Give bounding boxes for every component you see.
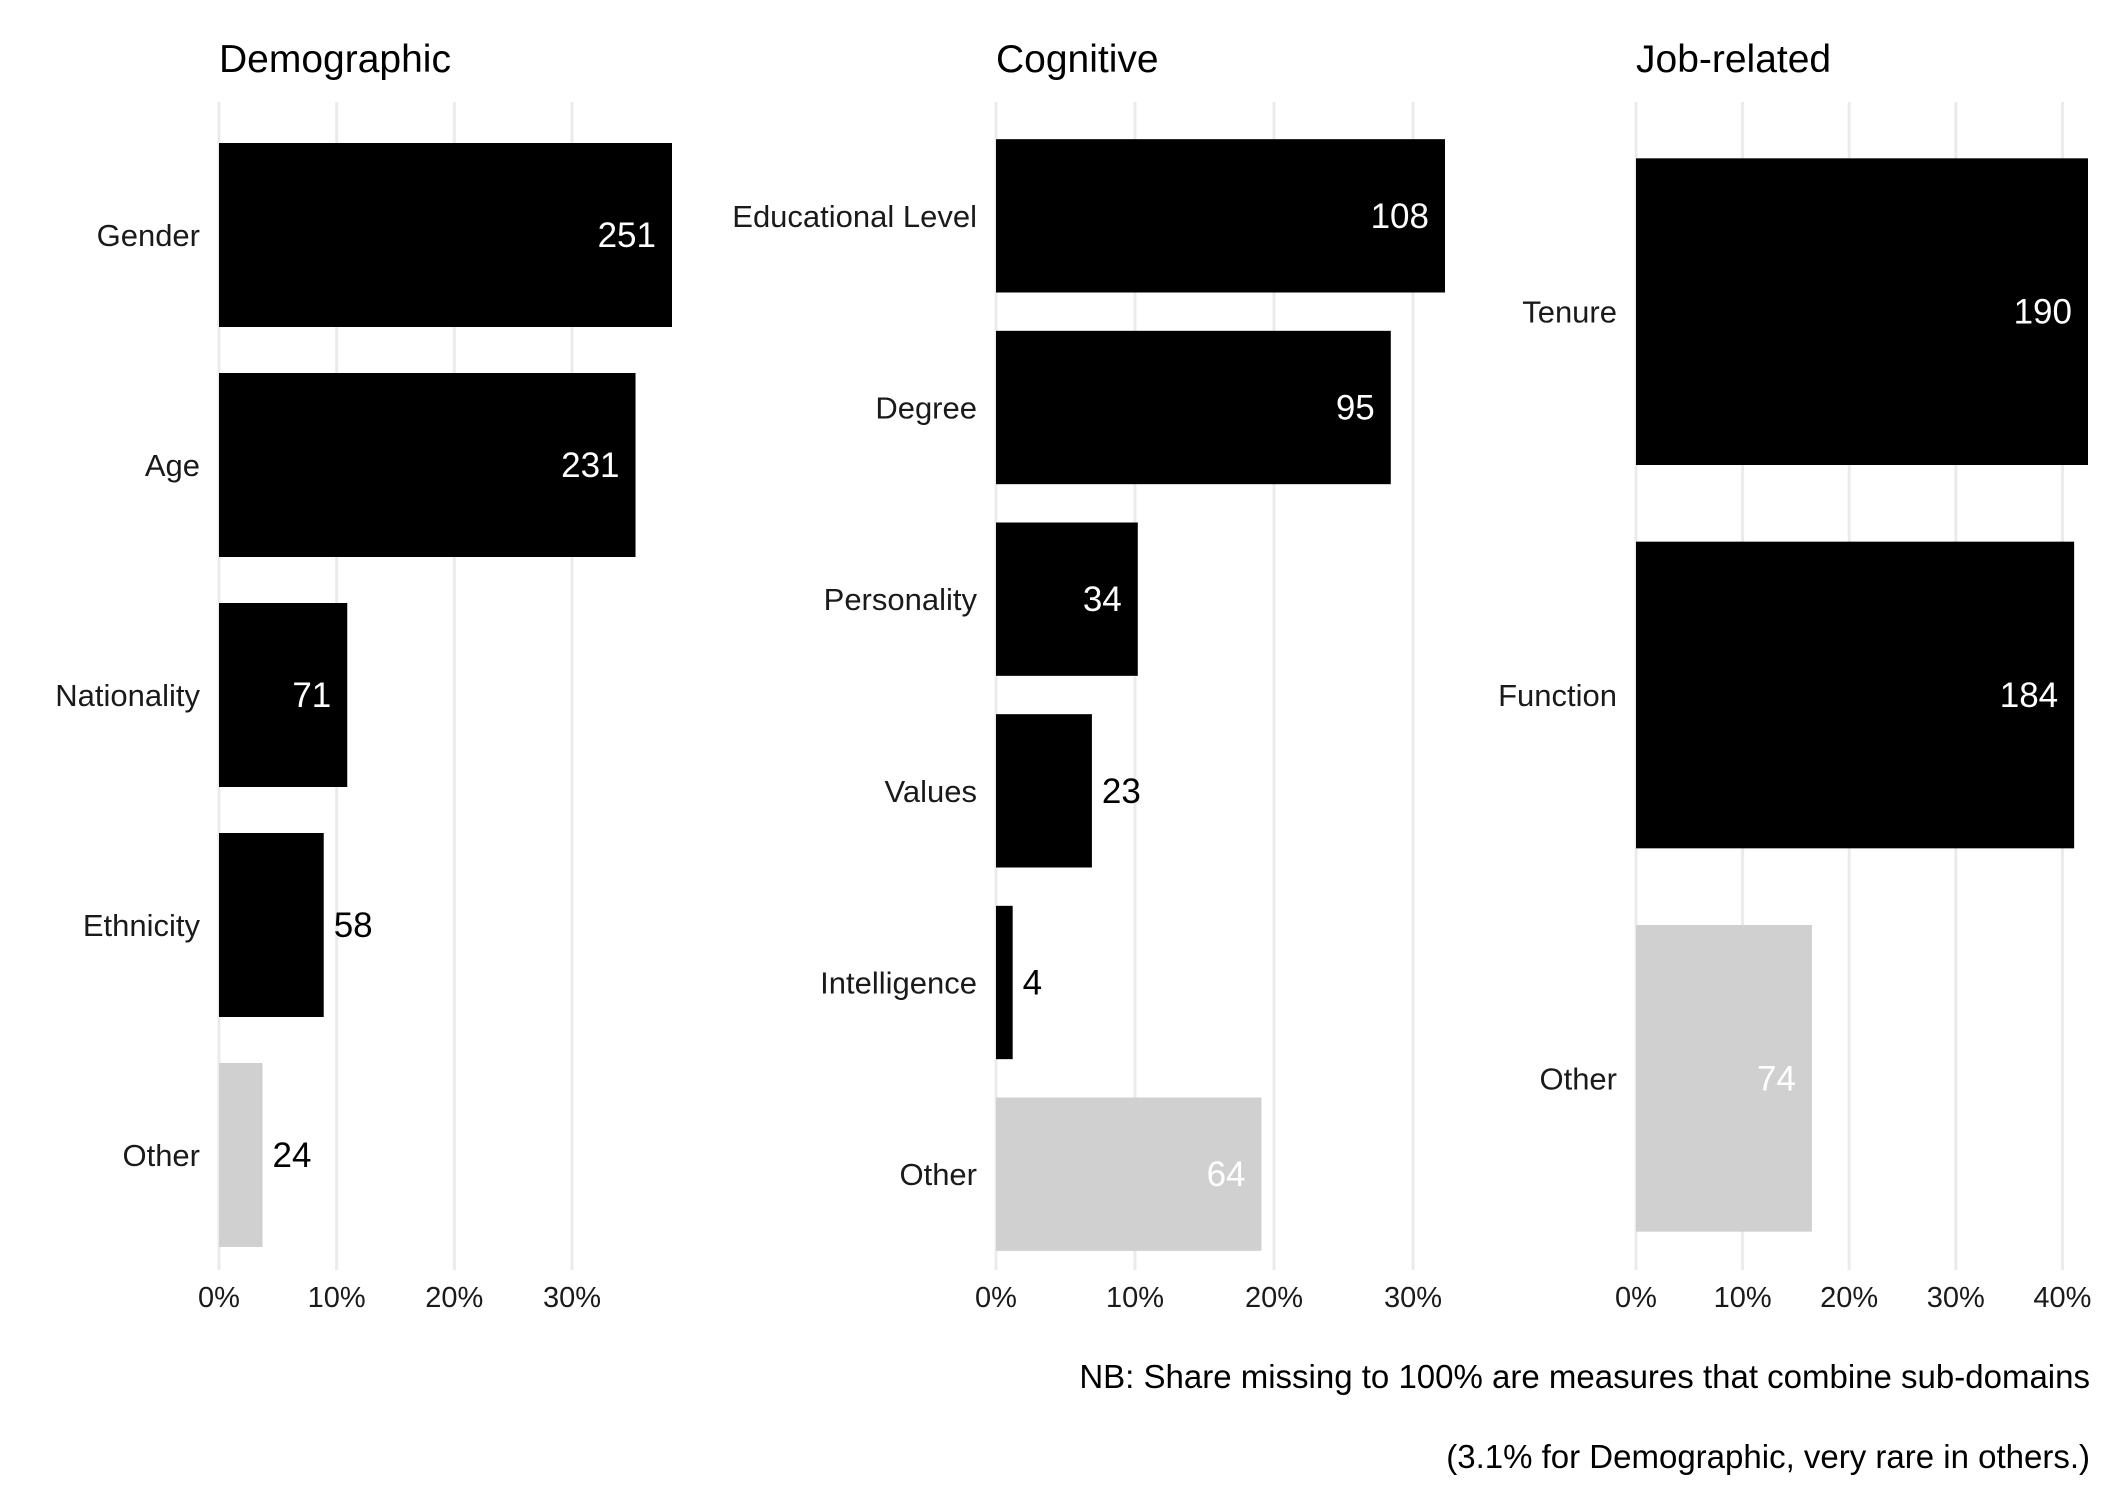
category-label: Values bbox=[885, 774, 978, 809]
data-label: 58 bbox=[334, 906, 373, 945]
x-tick-label: 30% bbox=[1384, 1282, 1442, 1314]
bar-other bbox=[1636, 925, 1812, 1232]
bar-personality bbox=[996, 522, 1138, 676]
panel-demographic: 0% 10% 20% 30% Demographic Gender 251 Age 231 Nat… bbox=[55, 38, 672, 1314]
category-label: Tenure bbox=[1522, 295, 1617, 330]
bar-age bbox=[219, 373, 636, 557]
data-label: 190 bbox=[2014, 293, 2072, 332]
x-tick-label: 10% bbox=[1714, 1282, 1772, 1314]
category-label: Age bbox=[145, 448, 200, 483]
x-tick-label: 20% bbox=[425, 1282, 483, 1314]
category-label: Other bbox=[122, 1138, 200, 1173]
x-tick-label: 0% bbox=[975, 1282, 1017, 1314]
panel-title: Cognitive bbox=[996, 38, 1159, 81]
x-tick-label: 10% bbox=[308, 1282, 366, 1314]
x-tick-label: 0% bbox=[198, 1282, 240, 1314]
x-tick-label: 20% bbox=[1245, 1282, 1303, 1314]
category-label: Other bbox=[1539, 1061, 1617, 1096]
footnote-line-2: (3.1% for Demographic, very rare in othe… bbox=[1446, 1438, 2090, 1475]
panel-title: Demographic bbox=[219, 38, 451, 81]
category-label: Personality bbox=[824, 582, 978, 617]
data-label: 4 bbox=[1023, 964, 1042, 1003]
data-label: 23 bbox=[1102, 772, 1141, 811]
data-label: 184 bbox=[2000, 676, 2058, 715]
panel-job-related: 0% 10% 20% 30% 40% Job-related Tenure 190 Functi… bbox=[1498, 38, 2091, 1314]
data-label: 34 bbox=[1083, 580, 1122, 619]
x-tick-label: 10% bbox=[1106, 1282, 1164, 1314]
bar-tenure bbox=[1636, 158, 2088, 466]
data-label: 108 bbox=[1371, 197, 1429, 236]
data-label: 24 bbox=[273, 1136, 312, 1175]
category-label: Educational Level bbox=[732, 199, 977, 234]
bar-ethnicity bbox=[219, 833, 324, 1017]
category-label: Ethnicity bbox=[83, 908, 201, 943]
bar-values bbox=[996, 714, 1092, 868]
category-label: Intelligence bbox=[820, 966, 977, 1001]
x-tick-label: 40% bbox=[2033, 1282, 2091, 1314]
footnote-line-1: NB: Share missing to 100% are measures t… bbox=[1079, 1358, 2090, 1395]
category-label: Degree bbox=[875, 391, 977, 426]
category-label: Function bbox=[1498, 678, 1617, 713]
x-tick-label: 30% bbox=[1927, 1282, 1985, 1314]
x-tick-label: 0% bbox=[1615, 1282, 1657, 1314]
bar-gender bbox=[219, 143, 672, 327]
bar-degree bbox=[996, 330, 1391, 485]
data-label: 64 bbox=[1207, 1155, 1246, 1194]
category-label: Nationality bbox=[55, 678, 200, 713]
bar-educational-level bbox=[996, 139, 1445, 293]
bar-nationality bbox=[219, 603, 348, 787]
data-label: 95 bbox=[1336, 389, 1375, 428]
category-label: Gender bbox=[97, 218, 200, 253]
category-label: Other bbox=[899, 1157, 977, 1192]
panel-title: Job-related bbox=[1636, 38, 1831, 81]
bar-intelligence bbox=[996, 905, 1013, 1060]
bar-other bbox=[996, 1097, 1262, 1251]
x-tick-label: 20% bbox=[1820, 1282, 1878, 1314]
x-tick-label: 30% bbox=[543, 1282, 601, 1314]
bar-function bbox=[1636, 541, 2075, 849]
data-label: 231 bbox=[561, 446, 619, 485]
data-label: 71 bbox=[292, 676, 331, 715]
data-label: 74 bbox=[1757, 1059, 1796, 1098]
panel-cognitive: 0% 10% 20% 30% Cognitive Educational Level 108… bbox=[732, 38, 1445, 1314]
data-label: 251 bbox=[598, 216, 656, 255]
bar-other bbox=[219, 1063, 263, 1247]
